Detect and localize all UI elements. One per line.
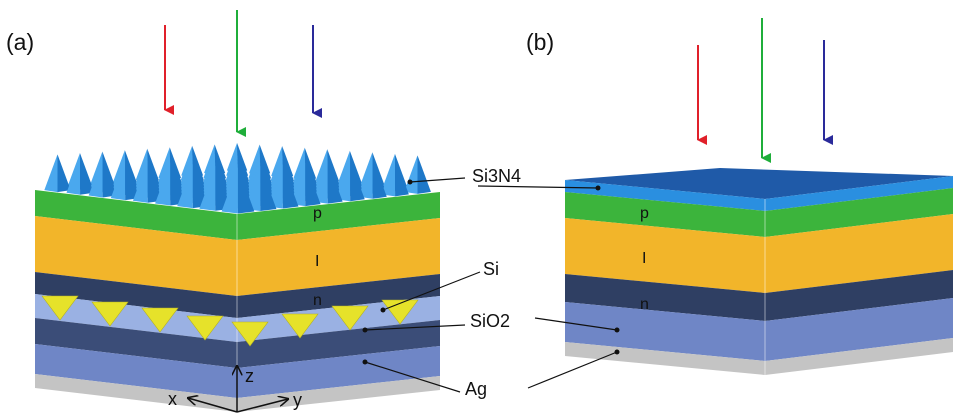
light-arrows (165, 10, 824, 158)
layer-label: I (315, 253, 319, 270)
cone (89, 158, 103, 198)
callout-label: SiO2 (470, 311, 510, 331)
cone (373, 158, 387, 198)
cone (418, 155, 431, 193)
layer-label: n (640, 296, 649, 313)
layer-label: p (313, 205, 322, 222)
callout-label: Ag (465, 379, 487, 399)
cone (111, 159, 125, 200)
callout-label: Si3N4 (472, 166, 521, 186)
layer-label: I (642, 250, 646, 267)
layer-label: n (313, 292, 322, 309)
panel-label: (a) (6, 29, 34, 55)
axis-label: x (168, 389, 177, 409)
axis-label: y (293, 390, 302, 410)
callout-label: Si (483, 259, 499, 279)
diagram: (a) (b) p I n p I n x y z Si3N4 Si SiO2 … (0, 0, 953, 419)
axis-label: z (245, 366, 254, 386)
cone (58, 154, 71, 192)
layer-label: p (640, 205, 649, 222)
panel-label: (b) (526, 29, 554, 55)
cone (66, 156, 80, 195)
cone (395, 157, 409, 196)
cone (44, 154, 57, 192)
